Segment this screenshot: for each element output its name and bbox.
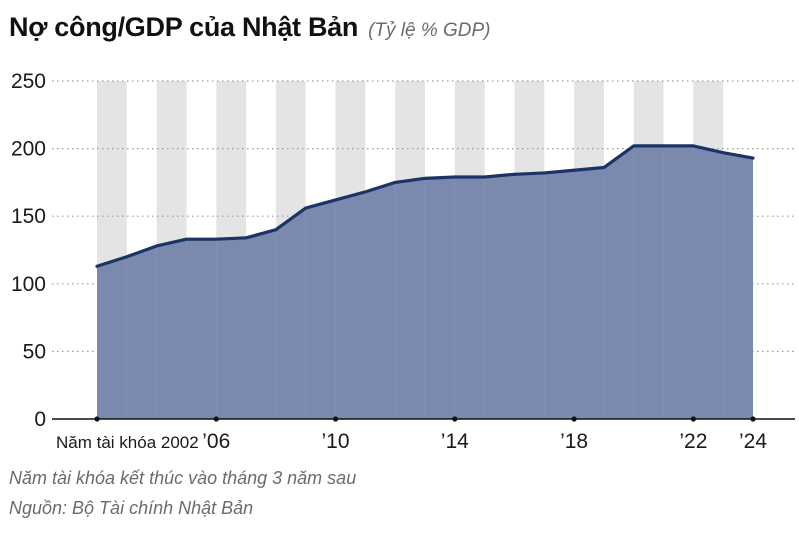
data-point-2011 [363, 190, 367, 194]
source-note: Nguồn: Bộ Tài chính Nhật Bản [9, 498, 254, 518]
data-point-2018 [572, 168, 576, 172]
data-point-2007 [244, 236, 248, 240]
x-tick-label-2018: ’18 [560, 430, 588, 453]
data-point-2017 [542, 171, 546, 175]
y-tick-label-0: 0 [34, 408, 46, 431]
data-point-2023 [721, 151, 725, 155]
x-tick-label-2002: Năm tài khóa 2002 [56, 433, 199, 452]
x-tick-2010 [332, 416, 339, 422]
y-tick-label-50: 50 [23, 340, 46, 363]
chart-subtitle: (Tỷ lệ % GDP) [368, 20, 491, 41]
x-tick-2014 [452, 416, 458, 422]
data-point-2020 [632, 144, 636, 148]
y-tick-label-200: 200 [11, 138, 46, 161]
data-point-2002 [95, 264, 99, 268]
x-tick-label-2022: ’22 [679, 430, 707, 453]
x-tick-2002 [94, 416, 100, 422]
data-point-2008 [274, 228, 278, 232]
data-point-2013 [423, 176, 427, 180]
data-point-2004 [155, 244, 159, 248]
chart-title: Nợ công/GDP của Nhật Bản [9, 12, 359, 42]
fiscal-year-note: Năm tài khóa kết thúc vào tháng 3 năm sa… [9, 468, 357, 488]
data-point-2024 [751, 156, 755, 160]
data-point-2009 [304, 206, 308, 210]
data-point-2005 [185, 237, 188, 241]
x-tick-2006 [213, 416, 219, 422]
plot-area [95, 144, 755, 419]
data-point-2003 [125, 255, 129, 259]
data-point-2010 [334, 198, 337, 202]
y-axis: 0 50 100 150 200 250 [11, 70, 46, 431]
x-axis: Năm tài khóa 2002’06 ’10 ’14 ’18 ’22 ’24 [52, 416, 795, 453]
x-tick-2018 [571, 416, 577, 422]
x-tick-label-2006: ’06 [202, 430, 230, 453]
x-tick-label-2010: ’10 [322, 430, 350, 453]
data-point-2022 [691, 144, 695, 148]
y-tick-label-150: 150 [11, 205, 46, 228]
x-tick-2022 [690, 416, 696, 422]
data-point-2015 [483, 175, 487, 179]
y-tick-label-100: 100 [11, 273, 46, 296]
y-tick-label-250: 250 [11, 70, 46, 93]
x-tick-2024 [750, 416, 756, 422]
data-point-2012 [393, 181, 397, 184]
chart-header: Nợ công/GDP của Nhật Bản (Tỷ lệ % GDP) [9, 12, 491, 43]
data-point-2021 [662, 144, 665, 148]
data-point-2019 [602, 166, 606, 169]
data-point-2006 [214, 237, 218, 241]
x-tick-label-2014: ’14 [441, 430, 469, 453]
x-tick-label-2024: ’24 [739, 430, 767, 453]
data-point-2014 [453, 175, 457, 179]
data-point-2016 [513, 172, 516, 176]
